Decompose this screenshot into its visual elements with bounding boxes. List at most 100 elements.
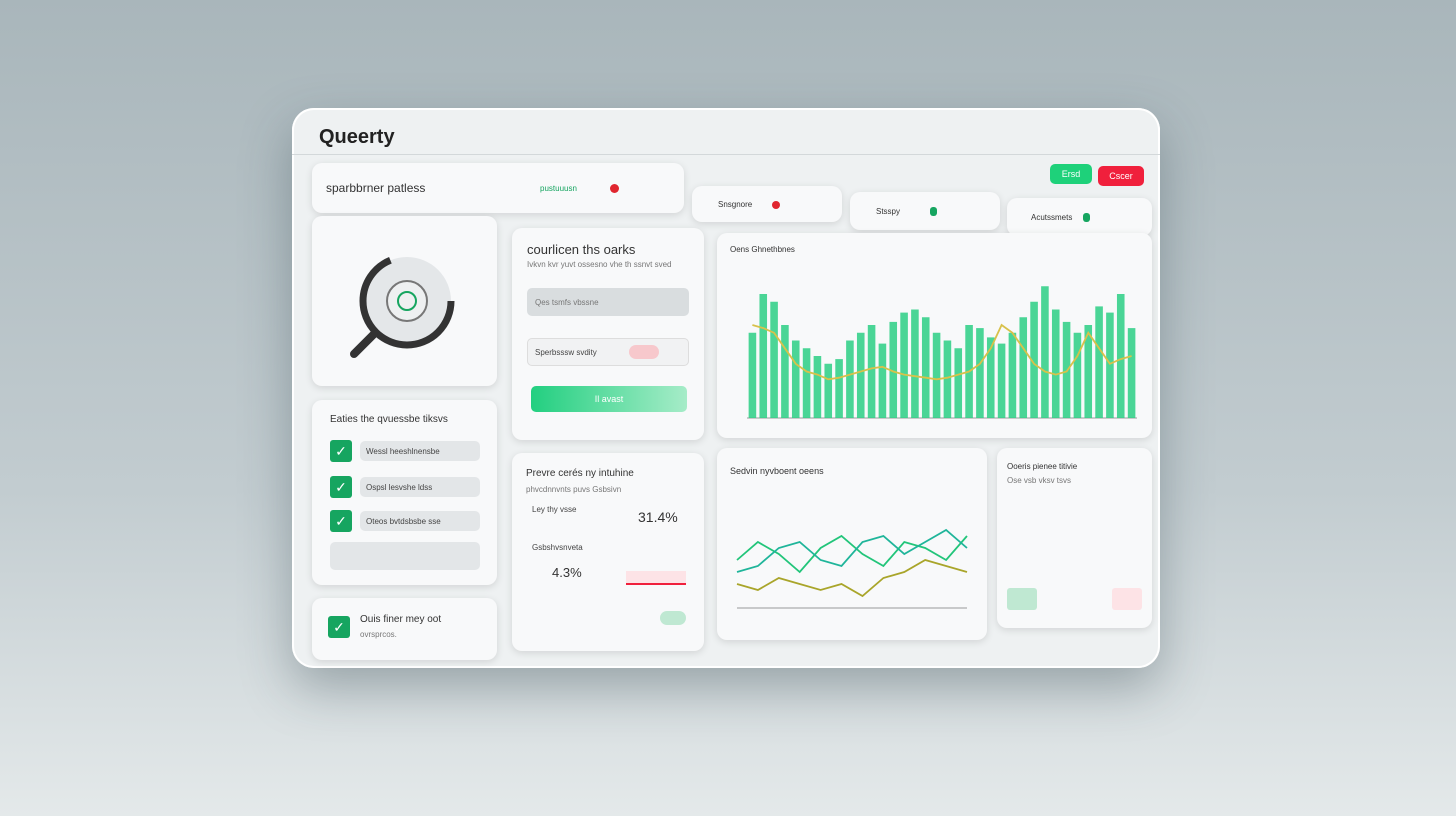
status: pustuuusn (540, 184, 577, 193)
bar (781, 325, 789, 418)
bar (867, 325, 876, 418)
button[interactable]: Il avast (531, 386, 687, 412)
card-title: Eaties the qvuessbe tiksvs (330, 414, 448, 425)
card-subtitle: Ivkvn kvr yuvt ossesno vhe th ssnvt sved (527, 260, 672, 269)
item-label: Wessl heeshlnensbe (366, 447, 440, 456)
chart-title: Sedvin nyvboent oeens (730, 466, 824, 476)
bar (1084, 325, 1093, 418)
note-card: ✓ Ouis finer mey oot ovrsprcos. (312, 598, 497, 660)
bar (954, 348, 963, 418)
item-label: Ospsl lesvshe ldss (366, 483, 433, 492)
card-title: Ooeris pienee titivie (1007, 462, 1078, 471)
note-subtitle: ovrsprcos. (360, 630, 397, 639)
line-chart-card: Sedvin nyvboent oeens (717, 448, 987, 640)
bar (846, 340, 854, 418)
card-title: courlicen ths oarks (527, 242, 636, 257)
bar (1106, 312, 1114, 418)
dot (1083, 213, 1090, 222)
bar (976, 328, 984, 418)
bar (791, 340, 800, 418)
card-subtitle: phvcdnnvnts puvs Gsbsivn (526, 485, 622, 494)
item-label: Oteos bvtdsbsbe sse (366, 517, 441, 526)
chip[interactable]: Acutssmets (1007, 198, 1152, 236)
subtitle: sparbbrner patless (326, 181, 426, 195)
bar-chart (747, 286, 1137, 419)
chip[interactable]: Stsspy (850, 192, 1000, 230)
chart-title: Oens Ghnethbnes (730, 245, 795, 254)
bar (1116, 294, 1125, 418)
bar (1095, 306, 1103, 418)
bar (911, 309, 919, 418)
note-title: Ouis finer mey oot (360, 614, 442, 625)
divider (292, 154, 1160, 155)
bar (802, 348, 811, 418)
bar (921, 317, 930, 418)
checkbox[interactable]: ✓ (330, 510, 352, 532)
bar (813, 356, 822, 418)
stat-label: Ley thy vsse (532, 505, 577, 514)
chip-label: Acutssmets (1031, 213, 1073, 222)
placeholder: Qes tsmfs vbssne (535, 298, 599, 307)
bar (900, 312, 908, 418)
stat-value: 4.3% (552, 565, 582, 580)
bar (1073, 332, 1082, 418)
dashboard: Queerty sparbbrner patless pustuuusn Sns… (292, 108, 1160, 668)
chip[interactable]: Snsgnore (692, 186, 842, 222)
badge (1112, 588, 1142, 610)
bar (759, 294, 768, 418)
line (736, 559, 968, 598)
bar (1008, 332, 1017, 418)
bar (986, 337, 995, 418)
bar (943, 340, 952, 418)
bar (748, 332, 757, 418)
bar (835, 359, 843, 418)
bar (878, 343, 887, 418)
checkbox[interactable]: ✓ (330, 440, 352, 462)
item: Oteos bvtdsbsbe sse (360, 511, 480, 531)
bar (770, 301, 778, 418)
chip-label: Snsgnore (718, 200, 753, 209)
button[interactable]: Ersd (1050, 164, 1092, 184)
stat-value: 31.4% (638, 509, 678, 525)
item: Ospsl lesvshe ldss (360, 477, 480, 497)
toggle[interactable] (629, 345, 659, 359)
placeholder (330, 542, 480, 570)
stat-label: Gsbshvsnveta (532, 543, 583, 552)
search-card: courlicen ths oarks Ivkvn kvr yuvt osses… (512, 228, 704, 440)
toggle-row[interactable]: Sperbsssw svdity (527, 338, 689, 366)
chip-label: Stsspy (876, 207, 901, 216)
checklist-card: Eaties the qvuessbe tiksvs ✓ Wessl heeshl… (312, 400, 497, 585)
bar (824, 363, 833, 418)
dot (930, 207, 937, 216)
bar (889, 321, 898, 418)
toggle-label: Sperbsssw svdity (535, 348, 597, 357)
status-dot (610, 184, 619, 193)
top-bar: sparbbrner patless pustuuusn (312, 163, 684, 213)
dot (772, 201, 780, 209)
button[interactable]: Cscer (1098, 166, 1144, 186)
badge (1007, 588, 1037, 610)
magnifier-icon (350, 253, 455, 358)
card-subtitle: Ose vsb vksv tsvs (1007, 476, 1072, 485)
bar (856, 332, 865, 418)
bar (1030, 301, 1038, 418)
item: Wessl heeshlnensbe (360, 441, 480, 461)
stats-card: Prevre cerés ny intuhine phvcdnnvnts puv… (512, 453, 704, 651)
toggle[interactable] (660, 611, 686, 625)
line-chart (736, 528, 968, 609)
search-icon-card (312, 216, 497, 386)
bar (1041, 286, 1049, 418)
bar (1127, 328, 1136, 418)
bar-chart-card: Oens Ghnethbnes (717, 233, 1152, 438)
bar (997, 343, 1006, 418)
checkbox[interactable]: ✓ (330, 476, 352, 498)
checkbox[interactable]: ✓ (328, 616, 350, 638)
trend-bar (626, 571, 686, 585)
bar (932, 332, 941, 418)
app-title: Queerty (319, 126, 395, 148)
bar (1051, 309, 1060, 418)
line (752, 323, 1132, 381)
table-card: Ooeris pienee titivie Ose vsb vksv tsvs (997, 448, 1152, 628)
search-input[interactable]: Qes tsmfs vbssne (527, 288, 689, 316)
